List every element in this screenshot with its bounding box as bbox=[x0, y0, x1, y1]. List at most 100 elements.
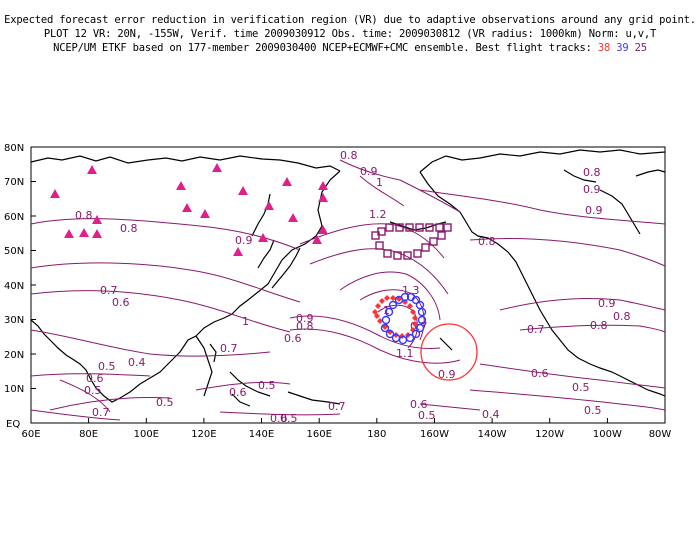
contour-label: 0.5 bbox=[572, 381, 590, 394]
track-38-marker bbox=[410, 327, 416, 333]
contour-label: 0.8 bbox=[340, 149, 358, 162]
lat-label: 70N bbox=[4, 177, 24, 188]
track-38-marker bbox=[377, 318, 383, 324]
contour-label: 0.6 bbox=[284, 332, 302, 345]
triangle-marker bbox=[318, 181, 328, 190]
triangle-marker bbox=[92, 215, 102, 224]
contour-label: 0.9 bbox=[235, 234, 253, 247]
triangle-marker bbox=[176, 181, 186, 190]
contour-label: 0.5 bbox=[280, 412, 298, 425]
title-line-2: PLOT 12 VR: 20N, -155W, Verif. time 2009… bbox=[43, 28, 657, 40]
track-25-label: 25 bbox=[634, 42, 647, 54]
track-25-marker bbox=[421, 243, 430, 252]
triangle-marker bbox=[64, 229, 74, 238]
track-25-marker bbox=[413, 249, 422, 258]
contour-label: 0.8 bbox=[583, 166, 601, 179]
contour-label: 0.7 bbox=[92, 406, 110, 419]
contour-label: 1 bbox=[242, 315, 249, 328]
lat-label: 80N bbox=[4, 143, 24, 154]
track-39-marker bbox=[400, 292, 410, 302]
track-25-marker bbox=[377, 227, 386, 236]
track-25-marker bbox=[415, 223, 424, 232]
contour-label: 0.8 bbox=[478, 235, 496, 248]
contour-label: 0.5 bbox=[418, 409, 436, 422]
triangle-marker bbox=[238, 186, 248, 195]
lat-axis-labels: 80N 70N 60N 50N 40N 30N 20N 10N EQ bbox=[4, 143, 24, 430]
lon-axis-labels: 60E 80E 100E 120E 140E 160E 180 160W 140… bbox=[21, 429, 671, 440]
contour-label: 0.6 bbox=[531, 367, 549, 380]
lon-label: 140W bbox=[478, 429, 507, 440]
title-line-3-text: NCEP/UM ETKF based on 177-member 2009030… bbox=[53, 42, 592, 54]
contour-label: 0.7 bbox=[328, 400, 346, 413]
contour-label: 0.7 bbox=[527, 323, 545, 336]
contour-label: 1 bbox=[376, 176, 383, 189]
triangle-marker bbox=[50, 189, 60, 198]
triangle-marker bbox=[212, 163, 222, 172]
contour-label: 1 bbox=[383, 304, 390, 317]
triangle-marker bbox=[233, 247, 243, 256]
track-38-marker bbox=[412, 321, 418, 327]
contour-label: 0.9 bbox=[360, 165, 378, 178]
track-25-marker bbox=[405, 223, 414, 232]
track-38-marker bbox=[407, 303, 413, 309]
lon-label: 140E bbox=[249, 429, 274, 440]
contour-label-group: 0.8 0.9 1 1.2 0.8 0.9 0.8 0.9 0.8 0.9 0.… bbox=[75, 149, 631, 425]
track-25-marker bbox=[437, 231, 446, 240]
lon-label: 80E bbox=[79, 429, 98, 440]
lon-label: 120E bbox=[191, 429, 216, 440]
track-25-marker bbox=[393, 251, 402, 260]
track-38-marker bbox=[375, 303, 381, 309]
track-25-marker bbox=[395, 223, 404, 232]
track-39-marker bbox=[384, 307, 394, 317]
contour-label: 0.4 bbox=[128, 356, 146, 369]
contour-label: 0.8 bbox=[120, 222, 138, 235]
lat-label: 10N bbox=[4, 384, 24, 395]
contour-label: 0.8 bbox=[590, 319, 608, 332]
track-38-marker bbox=[390, 295, 396, 301]
triangle-marker bbox=[288, 213, 298, 222]
triangle-marker bbox=[282, 177, 292, 186]
track-38-marker bbox=[382, 324, 388, 330]
contour-label: 0.6 bbox=[270, 412, 288, 425]
triangle-marker bbox=[312, 235, 322, 244]
track-39-marker bbox=[411, 295, 421, 305]
track-39-label: 39 bbox=[616, 42, 629, 54]
contour-label: 0.8 bbox=[75, 209, 93, 222]
lat-label: 50N bbox=[4, 246, 24, 257]
track-25-marker bbox=[375, 241, 384, 250]
title-line-3: NCEP/UM ETKF based on 177-member 2009030… bbox=[0, 42, 700, 54]
contour-label: 0.9 bbox=[438, 368, 456, 381]
lon-label: 60E bbox=[21, 429, 40, 440]
triangle-marker bbox=[258, 233, 268, 242]
contour-label: 1.1 bbox=[396, 347, 414, 360]
track-39-marker bbox=[415, 323, 425, 333]
lat-label: 20N bbox=[4, 350, 24, 361]
contour-label: 0.9 bbox=[585, 204, 603, 217]
track-39-marker bbox=[380, 323, 390, 333]
contour-label: 0.6 bbox=[410, 398, 428, 411]
lat-label: 60N bbox=[4, 212, 24, 223]
contour-label: 0.9 bbox=[583, 183, 601, 196]
triangle-marker bbox=[200, 209, 210, 218]
contour-label: 0.6 bbox=[112, 296, 130, 309]
lon-label: 100W bbox=[593, 429, 622, 440]
track-38-marker bbox=[379, 298, 385, 304]
axis-ticks bbox=[30, 146, 666, 424]
triangle-marker bbox=[318, 225, 328, 234]
track-39-marker bbox=[411, 329, 421, 339]
track-38-marker bbox=[396, 296, 402, 302]
contour-label: 0.5 bbox=[84, 384, 102, 397]
lon-label: 120W bbox=[535, 429, 564, 440]
contour-label: 0.9 bbox=[296, 312, 314, 325]
track-38-label: 38 bbox=[597, 42, 611, 54]
title-line-1: Expected forecast error reduction in ver… bbox=[4, 14, 696, 26]
triangle-marker bbox=[264, 201, 274, 210]
triangle-marker bbox=[87, 165, 97, 174]
contour-label: 0.5 bbox=[98, 360, 116, 373]
track-39-marker bbox=[417, 315, 427, 325]
track-25-marker bbox=[425, 223, 434, 232]
track-39-marker bbox=[391, 333, 401, 343]
lon-label: 180 bbox=[367, 429, 386, 440]
track-25-marker bbox=[435, 223, 444, 232]
flight-track-39 bbox=[380, 292, 427, 345]
